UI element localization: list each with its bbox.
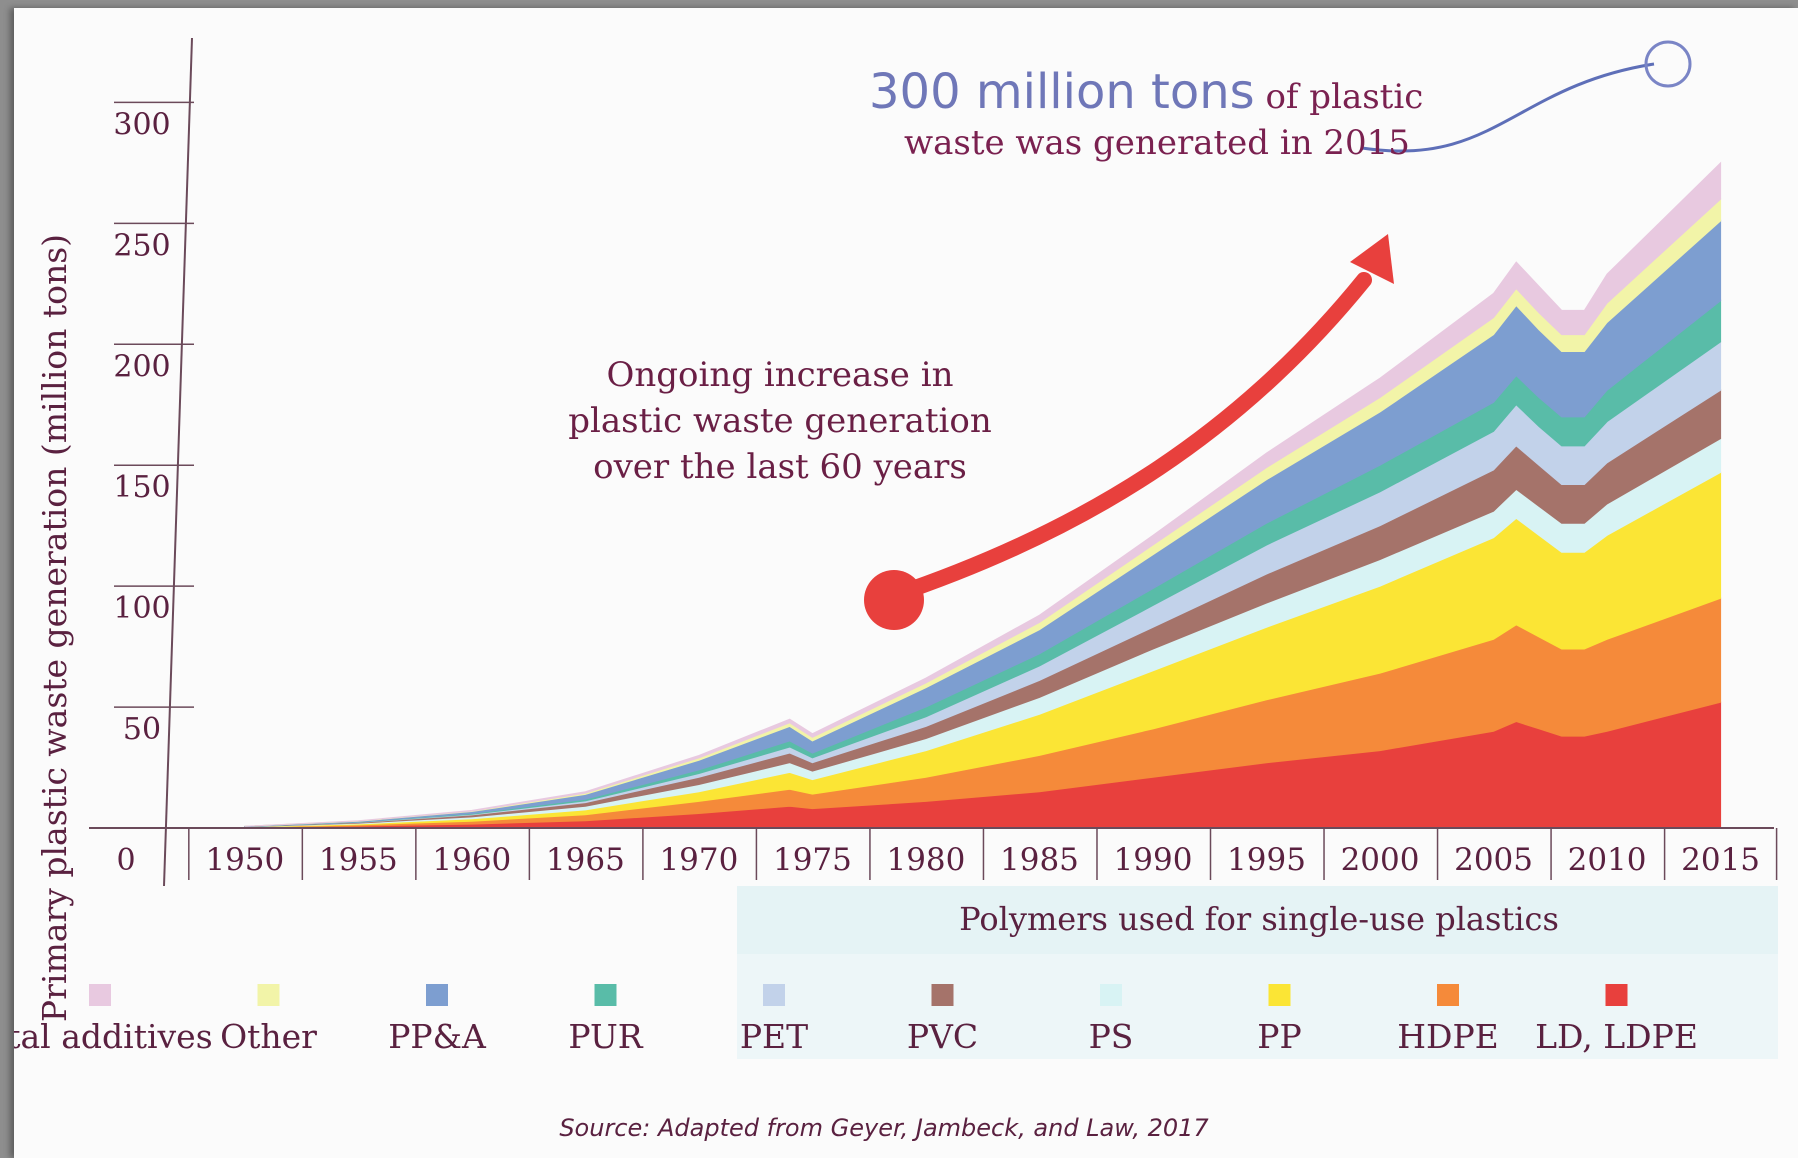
- trend-text-line-1: Ongoing increase in: [607, 355, 954, 395]
- x-ticks: 1950 1955 1960 1965 1970 1975 1980 1985 1990 1995…: [188, 828, 1778, 880]
- x-tick-label-1980: 1980: [886, 842, 965, 878]
- chart-page: 0 50 100 150 200 250 300 1950 1955 1960 1965 1970 1…: [14, 8, 1798, 1158]
- legend-swatch-total-additives: [89, 984, 111, 1006]
- trend-text-line-3: over the last 60 years: [593, 447, 967, 487]
- x-tick-label-1970: 1970: [659, 842, 738, 878]
- source-note: Source: Adapted from Geyer, Jambeck, and…: [559, 1114, 1209, 1142]
- legend-swatch-ps: [1100, 984, 1122, 1006]
- callout-line-1: 300 million tons of plastic: [869, 64, 1423, 120]
- y-tick-label-50: 50: [123, 712, 161, 747]
- trend-annotation: Ongoing increase in plastic waste genera…: [568, 234, 1394, 630]
- legend-label-hdpe: HDPE: [1397, 1017, 1499, 1056]
- trend-arrow-start-dot: [864, 570, 924, 630]
- legend-swatch-pp-a: [426, 984, 448, 1006]
- legend-label-total-additives: otal additives: [14, 1017, 213, 1056]
- x-tick-label-1975: 1975: [773, 842, 852, 878]
- x-tick-label-1955: 1955: [319, 842, 398, 878]
- callout-rest-text: of plastic: [1255, 77, 1424, 117]
- y-tick-label-100: 100: [113, 591, 170, 626]
- y-tick-label-250: 250: [113, 228, 170, 263]
- callout-peak-circle: [1644, 40, 1692, 88]
- legend-swatch-hdpe: [1437, 984, 1459, 1006]
- trend-arrow-shaft: [884, 272, 1372, 604]
- legend-label-other: Other: [220, 1017, 317, 1056]
- legend-label-pet: PET: [740, 1017, 808, 1056]
- legend-label-pvc: PVC: [907, 1017, 978, 1056]
- x-tick-label-2015: 2015: [1681, 842, 1760, 878]
- y-axis-line: [163, 37, 193, 887]
- peak-callout: 300 million tons of plastic waste was ge…: [869, 40, 1692, 163]
- legend-label-ps: PS: [1089, 1017, 1134, 1056]
- legend-label-pp-a: PP&A: [388, 1017, 487, 1056]
- x-tick-label-1985: 1985: [1000, 842, 1079, 878]
- legend-swatch-other: [257, 984, 280, 1006]
- legend-swatch-pur: [594, 984, 617, 1006]
- stacked-areas: [244, 161, 1722, 829]
- trend-arrow-head: [1350, 234, 1394, 284]
- y-axis-label: Primary plastic waste generation (millio…: [35, 234, 74, 1022]
- callout-leader-line: [1361, 62, 1655, 153]
- x-tick-label-1950: 1950: [205, 842, 284, 878]
- x-tick-label-1960: 1960: [432, 842, 511, 878]
- x-tick-label-2005: 2005: [1454, 842, 1533, 878]
- single-use-panel-body: [737, 954, 1778, 1059]
- area-total-additives: [244, 161, 1722, 827]
- y-ticks: 0 50 100 150 200 250 300: [113, 101, 194, 878]
- callout-big-text: 300 million tons: [869, 64, 1255, 120]
- x-tick-label-2000: 2000: [1341, 842, 1420, 878]
- y-tick-label-0: 0: [116, 843, 135, 878]
- trend-text-line-2: plastic waste generation: [568, 401, 992, 441]
- single-use-panel-header: [737, 886, 1778, 954]
- y-tick-label-300: 300: [113, 107, 170, 142]
- legend-swatch-pvc: [931, 984, 954, 1006]
- y-tick-label-150: 150: [113, 470, 170, 505]
- legend-label-ld-ldpe: LD, LDPE: [1535, 1017, 1698, 1056]
- single-use-title: Polymers used for single-use plastics: [959, 900, 1559, 938]
- axes: [89, 37, 1774, 887]
- x-tick-label-2010: 2010: [1568, 842, 1647, 878]
- x-tick-label-1965: 1965: [546, 842, 625, 878]
- y-tick-label-200: 200: [113, 349, 170, 384]
- single-use-panel: [737, 886, 1778, 1059]
- callout-line-2: waste was generated in 2015: [904, 123, 1410, 163]
- legend-swatch-pet: [763, 984, 785, 1006]
- legend-label-pur: PUR: [568, 1017, 643, 1056]
- x-tick-label-1990: 1990: [1114, 842, 1193, 878]
- legend-swatch-pp: [1268, 984, 1291, 1006]
- legend-swatch-ld-ldpe: [1605, 984, 1628, 1006]
- x-tick-label-1995: 1995: [1227, 842, 1306, 878]
- legend-label-pp: PP: [1257, 1017, 1301, 1056]
